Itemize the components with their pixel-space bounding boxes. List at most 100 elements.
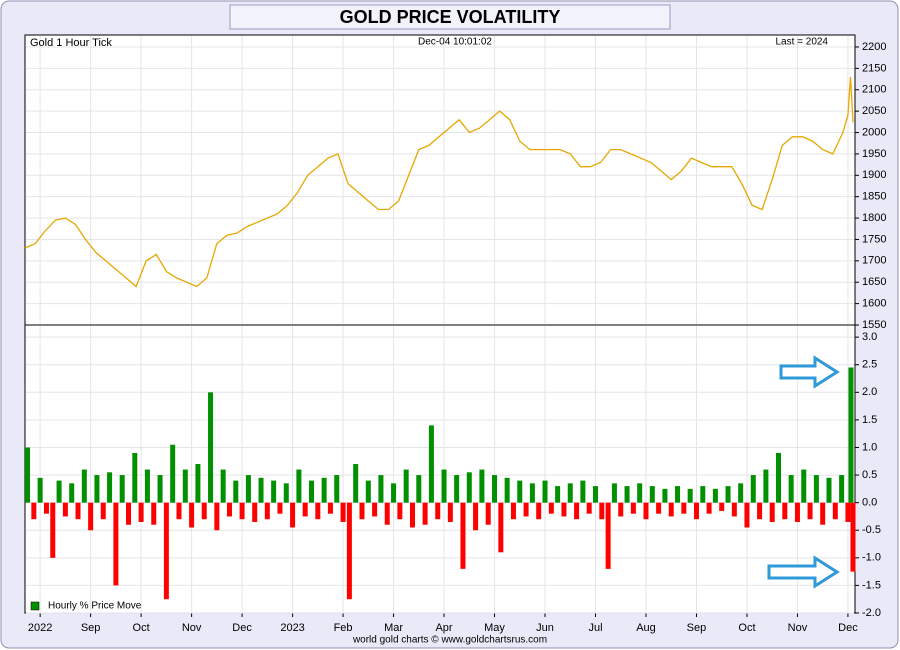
y-tick-label: -0.5 <box>862 524 881 536</box>
bar <box>296 469 302 503</box>
bar <box>88 502 94 531</box>
bar <box>656 502 662 514</box>
bar <box>473 502 479 531</box>
bar <box>492 475 498 503</box>
bar <box>630 502 636 514</box>
x-tick-label: Sep <box>687 622 707 634</box>
bar <box>378 475 384 503</box>
y-tick-label: 2200 <box>862 41 886 53</box>
bar <box>384 502 390 525</box>
timestamp: Dec-04 10:01:02 <box>418 37 492 48</box>
bar <box>611 483 617 503</box>
y-tick-label: 1700 <box>862 255 886 267</box>
bar <box>504 477 510 503</box>
bar <box>290 502 296 528</box>
x-tick-label: Feb <box>334 622 353 634</box>
bar <box>428 425 434 503</box>
chart-title: GOLD PRICE VOLATILITY <box>340 7 561 27</box>
y-tick-label: 1.0 <box>862 441 877 453</box>
bar <box>372 502 378 517</box>
bar <box>529 483 535 503</box>
x-tick-label: Oct <box>738 622 755 634</box>
bar <box>618 502 624 517</box>
bar <box>548 502 554 514</box>
y-tick-label: 2100 <box>862 84 886 96</box>
bar <box>460 502 466 569</box>
bar <box>233 480 239 503</box>
x-tick-label: Jul <box>588 622 602 634</box>
bar <box>119 475 125 503</box>
y-tick-label: 2000 <box>862 126 886 138</box>
bar <box>693 502 699 520</box>
bar <box>813 475 819 503</box>
plot-area <box>24 34 856 614</box>
bar <box>226 502 232 517</box>
bar <box>302 502 308 517</box>
bar <box>340 502 346 522</box>
bar <box>416 475 422 503</box>
bar <box>832 502 838 520</box>
x-tick-label: Aug <box>636 622 656 634</box>
legend-swatch <box>30 601 40 611</box>
bar <box>706 502 712 514</box>
x-tick-label: Nov <box>182 622 202 634</box>
y-tick-label: 1600 <box>862 298 886 310</box>
bar <box>850 502 856 572</box>
x-tick-label: Mar <box>384 622 403 634</box>
bar <box>662 488 668 503</box>
bar <box>81 469 87 503</box>
bar <box>498 502 504 553</box>
bar <box>441 469 447 503</box>
x-tick-label: Dec <box>232 622 252 634</box>
bar <box>75 502 81 520</box>
bar <box>403 469 409 503</box>
x-tick-label: May <box>484 622 505 634</box>
bar <box>757 502 763 520</box>
arrow <box>767 555 840 589</box>
bar <box>712 488 718 503</box>
bar <box>422 502 428 525</box>
y-tick-label: 1850 <box>862 191 886 203</box>
bar <box>214 502 220 531</box>
bar <box>731 502 737 517</box>
y-tick-label: -1.5 <box>862 579 881 591</box>
bar <box>681 502 687 514</box>
bar <box>391 483 397 503</box>
bar <box>100 502 106 520</box>
y-tick-label: 3.0 <box>862 331 877 343</box>
bar <box>807 502 813 520</box>
y-tick-label: 1750 <box>862 233 886 245</box>
legend-label: Hourly % Price Move <box>48 601 142 612</box>
bar <box>138 502 144 522</box>
y-tick-label: 1900 <box>862 169 886 181</box>
bar <box>517 480 523 503</box>
bar <box>580 480 586 503</box>
footer: world gold charts © www.goldchartsrus.co… <box>352 635 547 646</box>
bar <box>788 475 794 503</box>
bar <box>776 453 782 503</box>
bar <box>283 483 289 503</box>
y-tick-label: 2150 <box>862 62 886 74</box>
bar <box>687 488 693 503</box>
bar <box>801 469 807 503</box>
bar <box>277 502 283 514</box>
bar <box>252 502 258 522</box>
bar <box>542 480 548 503</box>
bar <box>43 502 49 514</box>
bar <box>510 502 516 520</box>
bar <box>435 502 441 520</box>
bar <box>107 472 113 503</box>
bar <box>725 486 731 503</box>
bar <box>245 475 251 503</box>
bar <box>170 444 176 503</box>
bar <box>769 502 775 522</box>
bar <box>586 502 592 514</box>
bar <box>397 502 403 520</box>
y-tick-label: 1650 <box>862 276 886 288</box>
y-tick-label: -1.0 <box>862 552 881 564</box>
y-tick-label: 1550 <box>862 319 886 331</box>
bar <box>321 477 327 503</box>
bar <box>649 486 655 503</box>
bar <box>309 480 315 503</box>
